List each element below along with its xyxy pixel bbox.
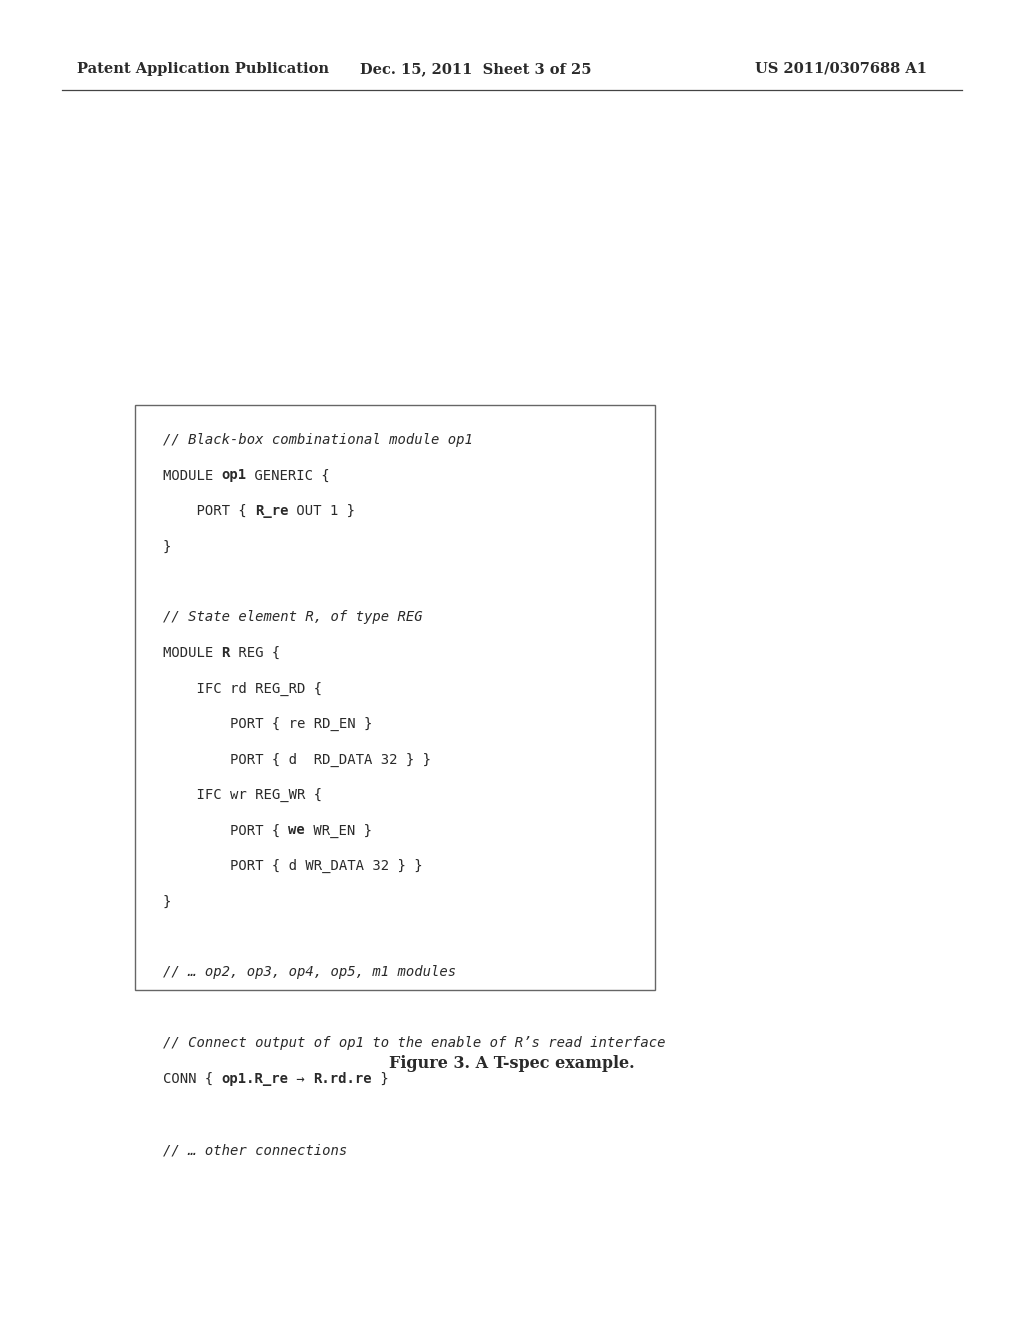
Text: MODULE: MODULE: [163, 645, 221, 660]
Bar: [135, 405, 655, 990]
Text: MODULE: MODULE: [163, 469, 221, 483]
Text: Dec. 15, 2011  Sheet 3 of 25: Dec. 15, 2011 Sheet 3 of 25: [360, 62, 592, 77]
Text: op1.R_re: op1.R_re: [221, 1072, 289, 1086]
Text: PORT { d  RD_DATA 32 } }: PORT { d RD_DATA 32 } }: [163, 752, 431, 767]
Text: PORT {: PORT {: [163, 824, 289, 837]
Text: OUT 1 }: OUT 1 }: [288, 504, 355, 517]
Text: }: }: [163, 540, 171, 553]
Text: // State element R, of type REG: // State element R, of type REG: [163, 610, 423, 624]
Text: PORT {: PORT {: [163, 504, 255, 517]
Text: WR_EN }: WR_EN }: [305, 824, 372, 838]
Text: →: →: [288, 1072, 313, 1086]
Text: op1: op1: [221, 469, 247, 483]
Text: IFC rd REG_RD {: IFC rd REG_RD {: [163, 681, 323, 696]
Text: US 2011/0307688 A1: US 2011/0307688 A1: [755, 62, 927, 77]
Text: PORT { d WR_DATA 32 } }: PORT { d WR_DATA 32 } }: [163, 859, 423, 873]
Text: R.rd.re: R.rd.re: [313, 1072, 372, 1086]
Text: // Black-box combinational module op1: // Black-box combinational module op1: [163, 433, 473, 447]
Text: PORT { re RD_EN }: PORT { re RD_EN }: [163, 717, 373, 731]
Text: CONN {: CONN {: [163, 1072, 221, 1086]
Text: // … other connections: // … other connections: [163, 1143, 347, 1158]
Text: GENERIC {: GENERIC {: [247, 469, 330, 483]
Text: // … op2, op3, op4, op5, m1 modules: // … op2, op3, op4, op5, m1 modules: [163, 965, 456, 979]
Text: }: }: [163, 895, 171, 908]
Text: we: we: [288, 824, 305, 837]
Text: Figure 3. A T-spec example.: Figure 3. A T-spec example.: [389, 1055, 635, 1072]
Text: // Connect output of op1 to the enable of R’s read interface: // Connect output of op1 to the enable o…: [163, 1036, 666, 1051]
Text: R_re: R_re: [255, 504, 289, 517]
Text: R: R: [221, 645, 229, 660]
Text: IFC wr REG_WR {: IFC wr REG_WR {: [163, 788, 323, 803]
Text: Patent Application Publication: Patent Application Publication: [77, 62, 329, 77]
Text: REG {: REG {: [229, 645, 280, 660]
Text: }: }: [372, 1072, 388, 1086]
